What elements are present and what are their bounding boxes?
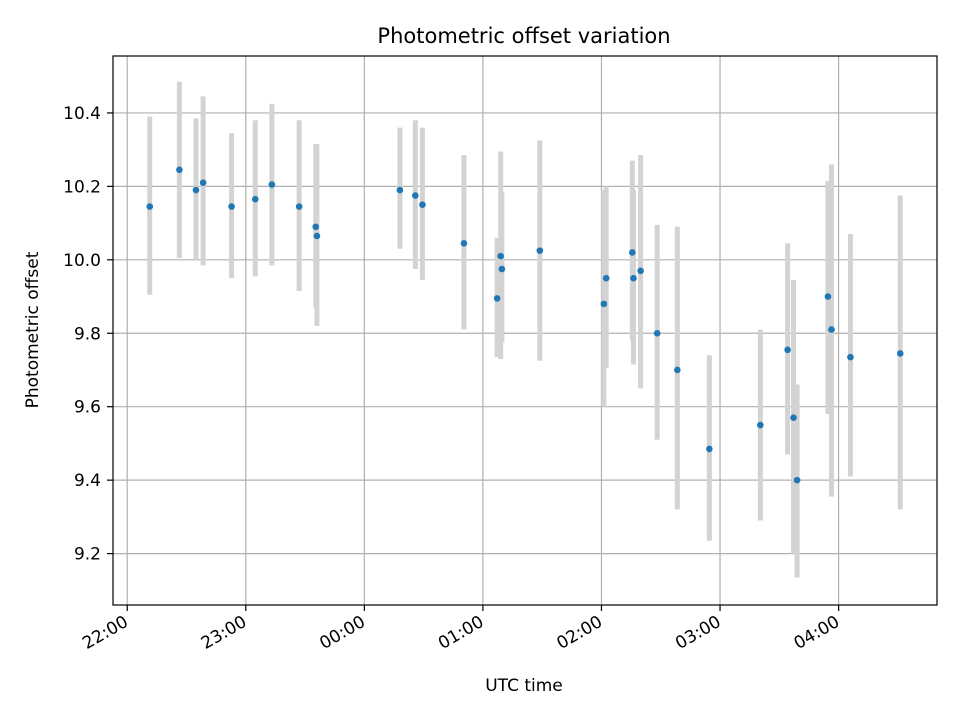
y-tick-label: 9.8 [74,324,101,344]
data-points [146,166,904,484]
y-tick-label: 9.6 [74,398,101,418]
data-point [313,232,321,240]
chart-title: Photometric offset variation [377,24,670,48]
data-point [460,239,468,247]
data-point [176,166,183,174]
y-tick-label: 10.0 [63,251,101,271]
data-point [784,346,791,354]
data-point [757,421,764,429]
data-point [630,274,637,282]
data-point [536,247,544,254]
data-point [312,223,320,231]
data-point [493,295,501,302]
y-axis-label: Photometric offset [23,251,43,408]
data-point [706,445,713,453]
data-point [146,203,154,210]
data-point [497,252,504,260]
data-point [268,181,276,188]
data-point [412,192,419,199]
data-point [199,179,207,186]
data-point [674,366,681,374]
data-point [228,203,235,210]
data-point [653,329,661,337]
data-point [419,201,426,209]
data-point [192,186,200,194]
data-point [790,414,797,422]
data-point [498,265,506,273]
data-point [824,293,832,300]
data-point [600,300,608,308]
y-tick-label: 10.4 [63,104,101,124]
data-point [793,476,801,484]
data-point [396,186,404,194]
plot-frame [112,55,938,606]
data-point [602,274,610,282]
data-point [828,326,835,333]
data-point [637,267,644,275]
y-tick-label: 10.2 [63,177,101,197]
data-point [295,203,303,210]
y-tick-label: 9.4 [74,471,101,491]
x-axis-label: UTC time [485,676,563,696]
y-tick-label: 9.2 [74,545,101,565]
y-axis-ticks: 9.2 9.4 9.6 9.8 10.0 10.2 10.4 [63,104,113,565]
data-point [847,353,854,361]
data-point [628,249,636,256]
data-point [251,195,259,203]
data-point [896,350,904,357]
